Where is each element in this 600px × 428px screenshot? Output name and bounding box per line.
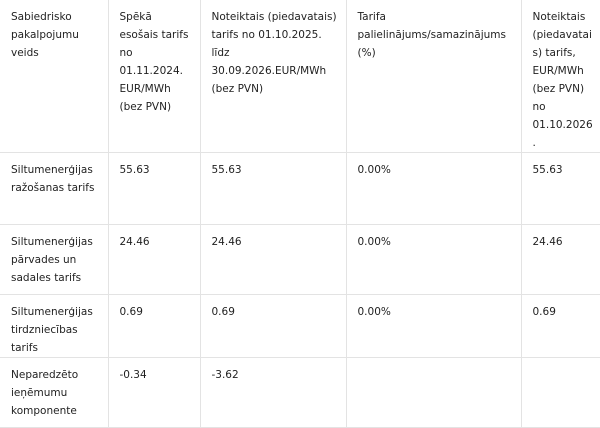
table-row: Siltumenerģijas pārvades un sadales tari… <box>0 224 600 295</box>
cell-tariff-change: 0.00% <box>346 152 522 225</box>
cell-service-type: Neparedzēto ieņēmumu komponente <box>0 357 109 428</box>
cell-current-tariff: 55.63 <box>108 152 201 225</box>
cell-proposed-tariff-2026: 24.46 <box>521 224 600 295</box>
cell-current-tariff: -0.34 <box>108 357 201 428</box>
cell-tariff-change: 0.00% <box>346 224 522 295</box>
cell-proposed-tariff-2026: 0.69 <box>521 294 600 358</box>
cell-proposed-tariff-2025: 0.69 <box>200 294 347 358</box>
table-row: Siltumenerģijas ražošanas tarifs 55.63 5… <box>0 152 600 225</box>
cell-proposed-tariff-2025: 24.46 <box>200 224 347 295</box>
table-header-row: Sabiedrisko pakalpojumu veids Spēkā esoš… <box>0 0 600 153</box>
header-proposed-tariff-2026: Noteiktais (piedavatais) tarifs, EUR/MWh… <box>521 0 600 153</box>
cell-proposed-tariff-2025: 55.63 <box>200 152 347 225</box>
header-tariff-change: Tarifa palielinājums/samazinājums (%) <box>346 0 522 153</box>
header-proposed-tariff-2025: Noteiktais (piedavatais) tarifs no 01.10… <box>200 0 347 153</box>
cell-current-tariff: 24.46 <box>108 224 201 295</box>
cell-service-type: Siltumenerģijas pārvades un sadales tari… <box>0 224 109 295</box>
cell-proposed-tariff-2025: -3.62 <box>200 357 347 428</box>
table-row: Neparedzēto ieņēmumu komponente -0.34 -3… <box>0 357 600 428</box>
cell-service-type: Siltumenerģijas ražošanas tarifs <box>0 152 109 225</box>
cell-tariff-change <box>346 357 522 428</box>
cell-service-type: Siltumenerģijas tirdzniecības tarifs <box>0 294 109 358</box>
header-current-tariff: Spēkā esošais tarifs no 01.11.2024. EUR/… <box>108 0 201 153</box>
cell-current-tariff: 0.69 <box>108 294 201 358</box>
cell-tariff-change: 0.00% <box>346 294 522 358</box>
table-row: Siltumenerģijas tirdzniecības tarifs 0.6… <box>0 294 600 358</box>
cell-proposed-tariff-2026: 55.63 <box>521 152 600 225</box>
cell-proposed-tariff-2026 <box>521 357 600 428</box>
header-service-type: Sabiedrisko pakalpojumu veids <box>0 0 109 153</box>
